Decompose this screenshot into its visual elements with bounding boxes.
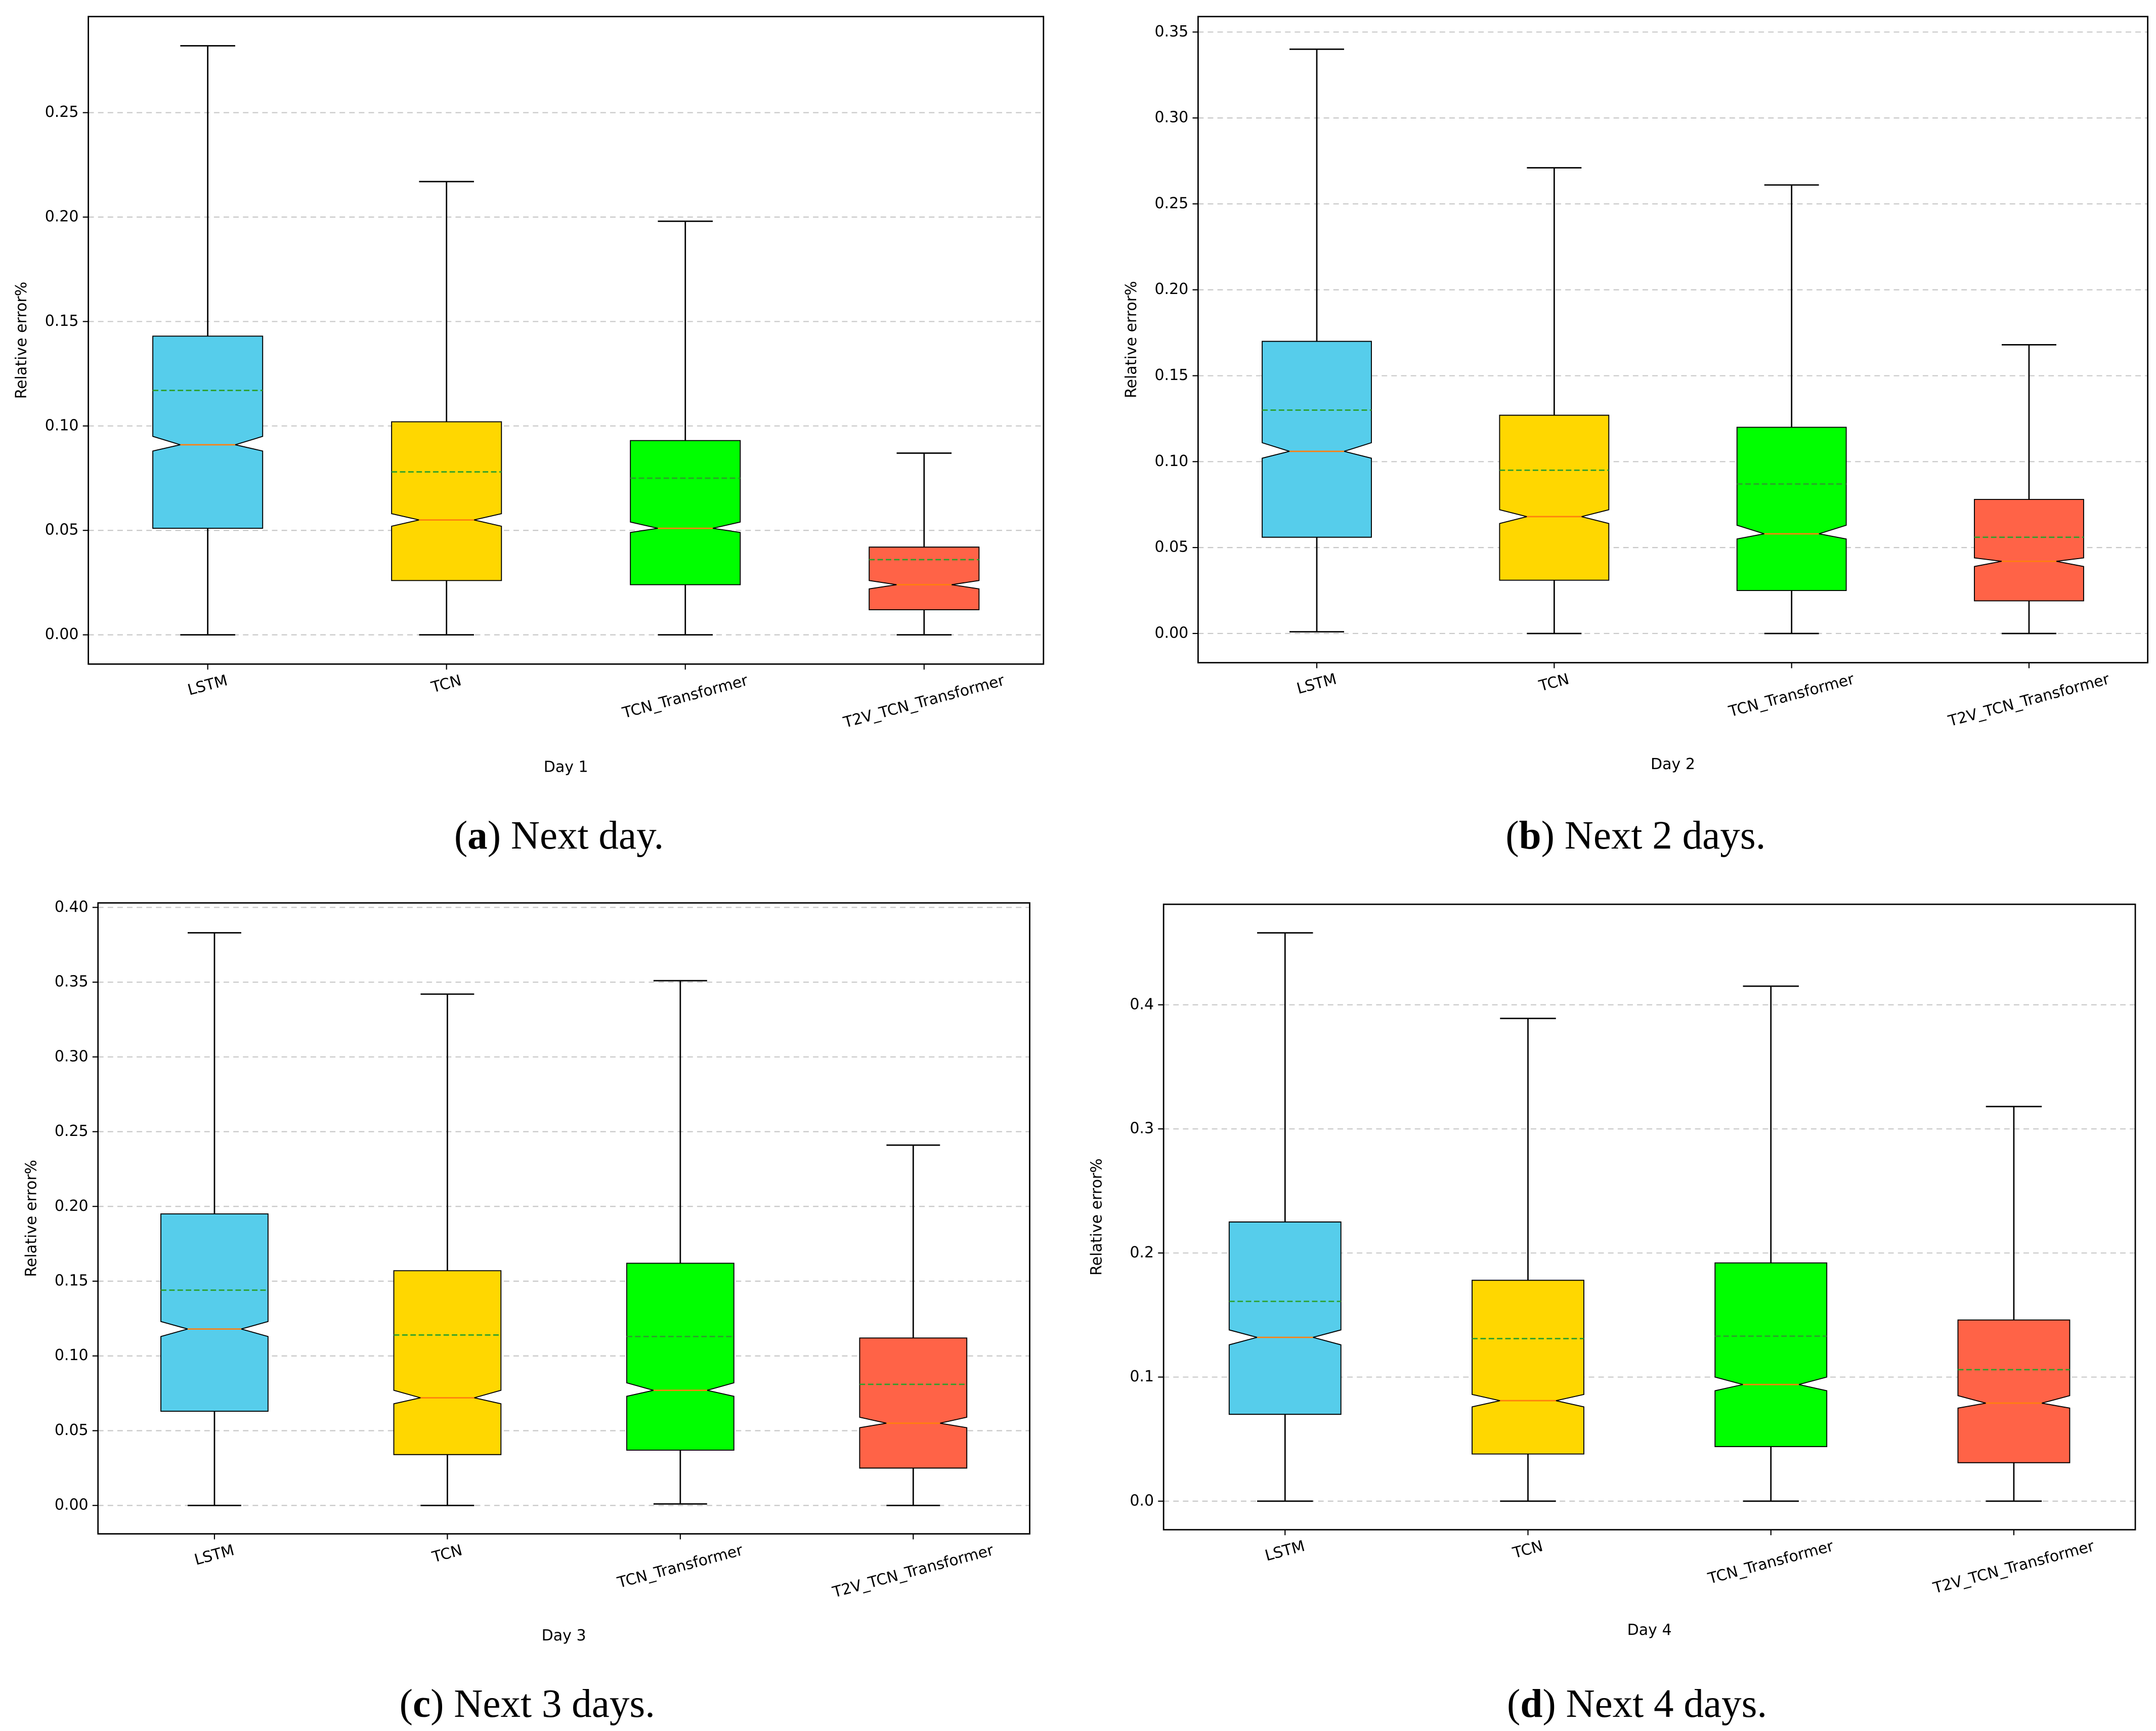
y-tick-label: 0.15 bbox=[45, 312, 79, 330]
chart-panel: 0.00 0.05 0.10 0.15 0.20 0.25 0.30 0.35 0.40 LSTM… bbox=[22, 898, 1030, 1726]
box bbox=[160, 1213, 269, 1412]
caption-part: c bbox=[413, 1681, 430, 1726]
caption-part: ) Next 2 days. bbox=[1541, 813, 1766, 858]
x-tick-label: T2V_TCN_Transformer bbox=[1946, 670, 2111, 730]
caption: (c) Next 3 days. bbox=[400, 1681, 655, 1726]
box bbox=[1472, 1280, 1584, 1455]
box bbox=[630, 440, 741, 585]
x-tick-label: LSTM bbox=[1263, 1537, 1307, 1565]
y-tick-label: 0.25 bbox=[45, 103, 79, 121]
x-tick-label: LSTM bbox=[1295, 670, 1339, 698]
y-tick-label: 0.30 bbox=[1154, 109, 1188, 126]
y-tick-label: 0.40 bbox=[55, 898, 89, 916]
box bbox=[1262, 341, 1372, 538]
y-axis-label: Relative error% bbox=[1123, 281, 1140, 398]
x-tick-label: TCN_Transformer bbox=[615, 1541, 745, 1592]
y-tick-label: 0.00 bbox=[1154, 624, 1188, 642]
x-tick-label: LSTM bbox=[186, 671, 229, 699]
box bbox=[1228, 1221, 1342, 1415]
axes-frame bbox=[1162, 903, 2136, 1531]
caption-part: ( bbox=[400, 1681, 413, 1726]
box bbox=[1957, 1319, 2071, 1463]
caption: (b) Next 2 days. bbox=[1505, 813, 1765, 858]
x-tick-label: TCN bbox=[1511, 1537, 1545, 1563]
y-tick-label: 0.20 bbox=[55, 1197, 89, 1215]
box bbox=[869, 546, 980, 611]
y-tick-label: 0.25 bbox=[55, 1122, 89, 1140]
x-tick-label: TCN bbox=[1537, 670, 1571, 696]
y-tick-label: 0.20 bbox=[45, 208, 79, 226]
y-tick-label: 0.10 bbox=[55, 1346, 89, 1364]
y-axis-label: Relative error% bbox=[1088, 1158, 1106, 1276]
x-tick-label: T2V_TCN_Transformer bbox=[830, 1541, 996, 1601]
chart-panel: 0.0 0.1 0.2 0.3 0.4 LSTM TCN TCN_Transformer T2V… bbox=[1088, 903, 2136, 1726]
y-tick-label: 0.05 bbox=[55, 1421, 89, 1439]
x-tick-label: TCN_Transformer bbox=[1706, 1537, 1836, 1588]
x-tick-label: TCN_Transformer bbox=[1727, 670, 1857, 721]
x-axis-label: Day 1 bbox=[544, 758, 588, 776]
x-axis-label: Day 3 bbox=[542, 1627, 586, 1644]
y-axis-label: Relative error% bbox=[22, 1160, 40, 1277]
caption-part: b bbox=[1519, 813, 1541, 858]
box bbox=[626, 1262, 735, 1451]
caption-part: ) Next day. bbox=[488, 813, 664, 858]
box bbox=[859, 1337, 968, 1469]
box bbox=[393, 1270, 502, 1455]
y-axis-label: Relative error% bbox=[13, 282, 30, 399]
y-tick-label: 0.25 bbox=[1154, 194, 1188, 212]
caption-part: ( bbox=[1507, 1681, 1520, 1726]
x-tick-label: TCN bbox=[430, 1541, 464, 1567]
x-axis-label: Day 2 bbox=[1651, 755, 1695, 773]
x-tick-label: T2V_TCN_Transformer bbox=[841, 671, 1007, 732]
y-tick-label: 0.00 bbox=[45, 625, 79, 643]
caption: (d) Next 4 days. bbox=[1507, 1681, 1767, 1726]
caption-part: a bbox=[467, 813, 488, 858]
axes-frame bbox=[1197, 16, 2148, 664]
x-tick-label: T2V_TCN_Transformer bbox=[1931, 1537, 2096, 1597]
caption-part: ( bbox=[454, 813, 467, 858]
box bbox=[1974, 499, 2084, 602]
x-tick-label: TCN bbox=[429, 671, 463, 697]
x-axis-label: Day 4 bbox=[1627, 1621, 1672, 1639]
y-tick-label: 0.15 bbox=[55, 1272, 89, 1290]
y-tick-label: 0.00 bbox=[55, 1496, 89, 1514]
y-tick-label: 0.1 bbox=[1130, 1368, 1154, 1385]
y-tick-label: 0.30 bbox=[55, 1047, 89, 1065]
y-tick-label: 0.2 bbox=[1130, 1244, 1154, 1261]
y-tick-label: 0.35 bbox=[55, 973, 89, 991]
y-tick-label: 0.10 bbox=[1154, 452, 1188, 470]
box bbox=[1736, 427, 1847, 592]
y-tick-label: 0.15 bbox=[1154, 366, 1188, 384]
y-tick-label: 0.0 bbox=[1130, 1492, 1154, 1509]
chart-panel: 0.00 0.05 0.10 0.15 0.20 0.25 LSTM TCN TCN_Trans… bbox=[13, 16, 1045, 858]
y-tick-label: 0.05 bbox=[45, 521, 79, 539]
x-tick-label: LSTM bbox=[193, 1541, 236, 1569]
box bbox=[1499, 414, 1610, 581]
box bbox=[1714, 1262, 1828, 1447]
y-tick-label: 0.20 bbox=[1154, 280, 1188, 298]
y-tick-label: 0.4 bbox=[1130, 995, 1154, 1013]
chart-panel: 0.00 0.05 0.10 0.15 0.20 0.25 0.30 0.35 LSTM TCN T… bbox=[1123, 16, 2148, 858]
x-tick-label: TCN_Transformer bbox=[620, 671, 750, 722]
caption: (a) Next day. bbox=[454, 813, 664, 858]
y-tick-label: 0.10 bbox=[45, 416, 79, 434]
box bbox=[152, 335, 264, 529]
caption-part: ( bbox=[1505, 813, 1519, 858]
caption-part: ) Next 3 days. bbox=[430, 1681, 655, 1726]
y-tick-label: 0.3 bbox=[1130, 1120, 1154, 1137]
axes-frame bbox=[97, 902, 1030, 1535]
caption-part: ) Next 4 days. bbox=[1542, 1681, 1767, 1726]
caption-part: d bbox=[1520, 1681, 1542, 1726]
axes-frame bbox=[88, 16, 1045, 665]
y-tick-label: 0.35 bbox=[1154, 23, 1188, 40]
y-tick-label: 0.05 bbox=[1154, 538, 1188, 556]
box bbox=[391, 421, 502, 581]
